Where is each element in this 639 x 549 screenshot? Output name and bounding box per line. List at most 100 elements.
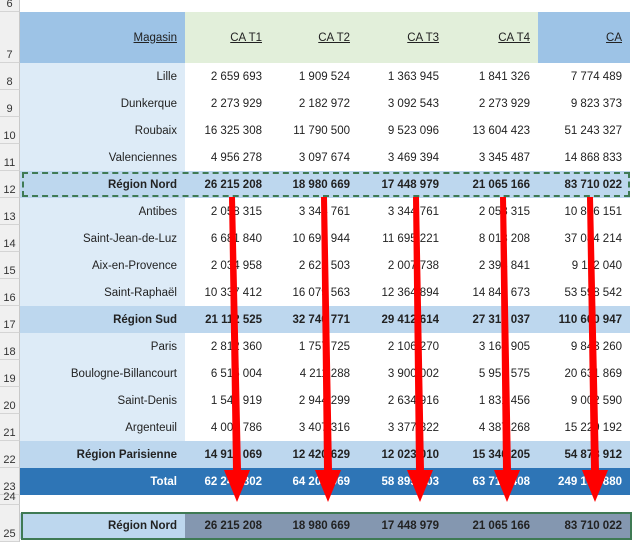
value-cell[interactable]: 12 364 894 xyxy=(381,286,439,299)
value-cell[interactable]: 16 325 308 xyxy=(204,124,262,137)
value-cell[interactable]: 6 515 004 xyxy=(210,367,262,380)
value-cell[interactable]: 15 229 192 xyxy=(564,421,622,434)
value-cell[interactable]: 2 659 693 xyxy=(210,70,262,83)
value-cell[interactable]: 4 387 268 xyxy=(478,421,530,434)
value-cell[interactable]: 4 956 278 xyxy=(210,151,262,164)
value-cell[interactable]: 11 695 221 xyxy=(382,232,439,245)
row-header[interactable]: 15 xyxy=(0,252,20,279)
value-cell[interactable]: 9 002 590 xyxy=(570,394,622,407)
value-cell[interactable]: 3 900 002 xyxy=(387,367,439,380)
value-cell[interactable]: 15 340 205 xyxy=(447,441,538,468)
store-name-cell[interactable]: Valenciennes xyxy=(20,144,185,171)
value-cell[interactable]: 3 377 822 xyxy=(387,421,439,434)
value-cell[interactable]: 17 448 979 xyxy=(358,171,447,198)
value-cell[interactable]: 2 034 958 xyxy=(210,259,262,272)
value-cell[interactable]: 9 843 260 xyxy=(570,340,622,353)
row-header[interactable]: 7 xyxy=(0,12,20,63)
cell[interactable]: 18 980 669 xyxy=(270,513,358,539)
value-cell[interactable]: 9 823 373 xyxy=(570,97,622,110)
value-cell[interactable]: 63 719 408 xyxy=(447,468,538,495)
value-cell[interactable]: 2 625 503 xyxy=(298,259,350,272)
value-cell[interactable]: 13 604 423 xyxy=(472,124,530,137)
row-header[interactable]: 18 xyxy=(0,333,20,360)
value-cell[interactable]: 1 841 326 xyxy=(478,70,530,83)
row-header[interactable]: 9 xyxy=(0,90,20,117)
row-header[interactable]: 13 xyxy=(0,198,20,225)
value-cell[interactable]: 2 944 299 xyxy=(298,394,350,407)
value-cell[interactable]: 3 097 674 xyxy=(298,151,350,164)
value-cell[interactable]: 1 363 945 xyxy=(387,70,439,83)
row-header[interactable]: 12 xyxy=(0,171,20,198)
value-cell[interactable]: 62 247 802 xyxy=(185,468,270,495)
row-header[interactable]: 23 xyxy=(0,468,20,495)
value-cell[interactable]: 21 065 166 xyxy=(447,171,538,198)
store-name-cell[interactable]: Argenteuil xyxy=(20,414,185,441)
value-cell[interactable]: 53 598 542 xyxy=(564,286,622,299)
value-cell[interactable]: 3 407 316 xyxy=(298,421,350,434)
value-cell[interactable]: 1 546 919 xyxy=(210,394,262,407)
value-cell[interactable]: 3 345 487 xyxy=(478,151,530,164)
row-header[interactable]: 17 xyxy=(0,306,20,333)
value-cell[interactable]: 16 079 563 xyxy=(292,286,350,299)
value-cell[interactable]: 5 951 575 xyxy=(478,367,530,380)
header-ca-t4[interactable]: CA T4 xyxy=(447,12,538,63)
value-cell[interactable]: 9 112 040 xyxy=(571,259,622,272)
row-header[interactable]: 16 xyxy=(0,279,20,306)
row-header[interactable]: 6 xyxy=(0,0,20,12)
value-cell[interactable]: 2 182 972 xyxy=(298,97,350,110)
row-header[interactable]: 25 xyxy=(0,505,20,542)
value-cell[interactable]: 18 980 669 xyxy=(270,171,358,198)
row-header[interactable]: 19 xyxy=(0,360,20,387)
value-cell[interactable]: 1 757 725 xyxy=(298,340,350,353)
value-cell[interactable]: 2 634 916 xyxy=(387,394,439,407)
store-name-cell[interactable]: Paris xyxy=(20,333,185,360)
header-ca-t1[interactable]: CA T1 xyxy=(185,12,270,63)
header-ca-t2[interactable]: CA T2 xyxy=(270,12,358,63)
store-name-cell[interactable]: Région Sud xyxy=(20,306,185,333)
value-cell[interactable]: 26 215 208 xyxy=(185,171,270,198)
store-name-cell[interactable]: Région Parisienne xyxy=(20,441,185,468)
cell[interactable]: 26 215 208 xyxy=(185,513,270,539)
row-header[interactable]: 14 xyxy=(0,225,20,252)
store-name-cell[interactable]: Antibes xyxy=(20,198,185,225)
store-name-cell[interactable]: Lille xyxy=(20,63,185,90)
value-cell[interactable]: 3 344 761 xyxy=(298,205,350,218)
value-cell[interactable]: 3 344 761 xyxy=(387,205,439,218)
store-name-cell[interactable]: Total xyxy=(20,468,185,495)
value-cell[interactable]: 4 009 786 xyxy=(210,421,262,434)
value-cell[interactable]: 2 106 270 xyxy=(387,340,439,353)
value-cell[interactable]: 2 812 360 xyxy=(210,340,262,353)
cell[interactable]: 21 065 166 xyxy=(447,513,538,539)
value-cell[interactable]: 2 273 929 xyxy=(478,97,530,110)
value-cell[interactable]: 83 710 022 xyxy=(538,171,630,198)
value-cell[interactable]: 29 412 614 xyxy=(358,306,447,333)
value-cell[interactable]: 27 313 037 xyxy=(447,306,538,333)
value-cell[interactable]: 10 806 151 xyxy=(564,205,622,218)
value-cell[interactable]: 14 868 833 xyxy=(564,151,622,164)
value-cell[interactable]: 32 740 771 xyxy=(270,306,358,333)
row-header[interactable]: 22 xyxy=(0,441,20,468)
row-header[interactable]: 20 xyxy=(0,387,20,414)
value-cell[interactable]: 1 831 456 xyxy=(478,394,530,407)
value-cell[interactable]: 10 337 412 xyxy=(204,286,262,299)
row-header[interactable]: 11 xyxy=(0,144,20,171)
value-cell[interactable]: 8 018 208 xyxy=(478,232,530,245)
row-header[interactable]: 8 xyxy=(0,63,20,90)
value-cell[interactable]: 3 092 543 xyxy=(387,97,439,110)
cell[interactable]: Région Nord xyxy=(20,513,185,539)
value-cell[interactable]: 10 690 944 xyxy=(292,232,350,245)
value-cell[interactable]: 58 899 603 xyxy=(358,468,447,495)
value-cell[interactable]: 11 790 500 xyxy=(293,124,350,137)
value-cell[interactable]: 4 211 288 xyxy=(299,367,350,380)
cell[interactable]: 17 448 979 xyxy=(358,513,447,539)
header-magasin[interactable]: Magasin xyxy=(20,12,185,63)
value-cell[interactable]: 7 774 489 xyxy=(570,70,622,83)
value-cell[interactable]: 51 243 327 xyxy=(564,124,622,137)
value-cell[interactable]: 54 878 912 xyxy=(538,441,630,468)
value-cell[interactable]: 12 420 629 xyxy=(270,441,358,468)
row-header[interactable]: 21 xyxy=(0,414,20,441)
store-name-cell[interactable]: Saint-Raphaël xyxy=(20,279,185,306)
store-name-cell[interactable]: Région Nord xyxy=(20,171,185,198)
value-cell[interactable]: 20 631 869 xyxy=(564,367,622,380)
store-name-cell[interactable]: Saint-Denis xyxy=(20,387,185,414)
